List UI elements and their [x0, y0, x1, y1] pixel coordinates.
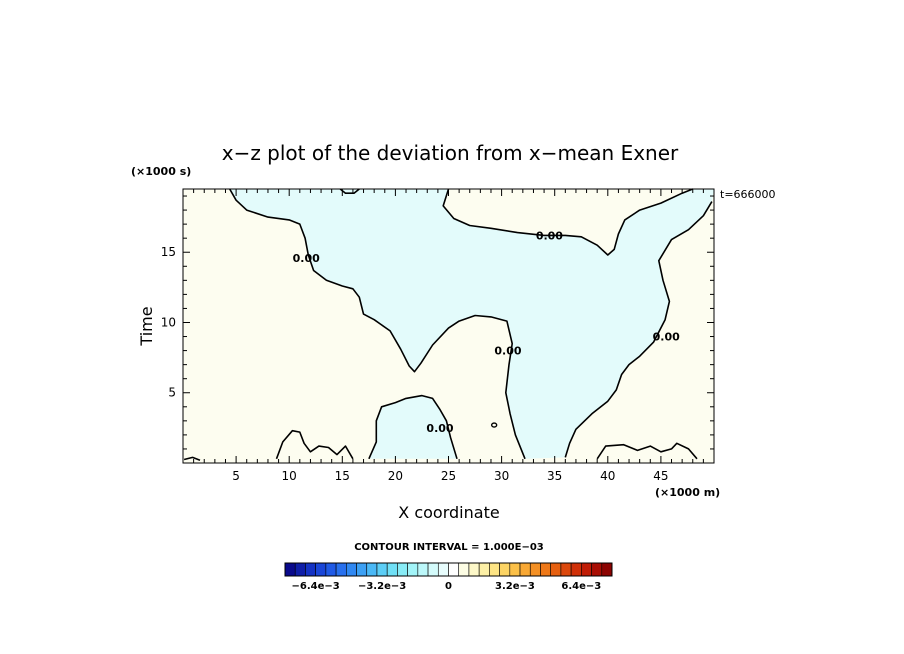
colorbar-swatch: [489, 562, 500, 577]
colorbar-tick-label: 3.2e−3: [495, 581, 535, 592]
zero-contour-line: [339, 188, 360, 194]
x-tick-label: 25: [441, 469, 456, 483]
x-axis-label: X coordinate: [398, 503, 499, 522]
zero-contour-line: [442, 188, 694, 256]
colorbar-swatch: [560, 562, 572, 577]
zero-contour-line: [564, 201, 713, 458]
colorbar-swatch: [540, 562, 551, 577]
plot-area: 0.00 0.00 0.00 0.00 0.00: [182, 188, 715, 464]
colorbar-swatch: [581, 562, 592, 577]
colorbar: [284, 562, 613, 577]
x-tick-label: 15: [335, 469, 350, 483]
colorbar-swatch: [499, 562, 511, 577]
colorbar-swatch: [478, 562, 490, 577]
colorbar-swatch: [346, 562, 357, 577]
zero-contour-line: [229, 188, 526, 460]
colorbar-tick-label: −6.4e−3: [292, 581, 340, 592]
contour-labels: 0.00 0.00 0.00 0.00 0.00: [293, 229, 681, 435]
contour-value-label: 0.00: [653, 331, 680, 344]
negative-region-bubble: [368, 395, 457, 459]
zero-contour-line: [275, 429, 354, 460]
colorbar-swatch: [294, 562, 306, 577]
colorbar-swatch: [407, 562, 419, 577]
colorbar-swatch: [376, 562, 388, 577]
colorbar-swatch: [427, 562, 439, 577]
x-tick-label: 40: [600, 469, 615, 483]
colorbar-swatch: [468, 562, 480, 577]
negative-region-main: [229, 189, 714, 459]
colorbar-swatch: [417, 562, 429, 577]
colorbar-swatch: [509, 562, 521, 577]
y-tick-label: 5: [168, 386, 176, 400]
colorbar-tick-labels: −6.4e−3 −3.2e−3 0 3.2e−3 6.4e−3: [292, 581, 602, 592]
contour-value-label: 0.00: [536, 229, 563, 242]
zero-contour-line: [183, 456, 201, 461]
contour-value-label: 0.00: [293, 252, 320, 265]
colorbar-tick-label: 0: [445, 581, 452, 592]
colorbar-swatch: [386, 562, 398, 577]
colorbar-swatch: [591, 562, 603, 577]
colorbar-swatch: [325, 562, 337, 577]
colorbar-swatch: [529, 562, 541, 577]
colorbar-swatch: [397, 562, 408, 577]
colorbar-tick-label: −3.2e−3: [358, 581, 406, 592]
contour-value-label: 0.00: [494, 345, 521, 358]
colorbar-swatch: [570, 562, 582, 577]
colorbar-swatch: [366, 562, 378, 577]
colorbar-swatch: [458, 562, 470, 577]
x-tick-label: 10: [282, 469, 297, 483]
colorbar-swatch: [305, 562, 316, 577]
colorbar-swatch: [356, 562, 368, 577]
colorbar-swatch: [335, 562, 347, 577]
zero-contours: [183, 188, 713, 461]
x-tick-label: 35: [547, 469, 562, 483]
x-tick-label: 30: [494, 469, 509, 483]
contour-value-label: 0.00: [426, 422, 453, 435]
zero-contour-line: [368, 394, 458, 460]
y-unit-label: (×1000 s): [131, 165, 191, 178]
colorbar-swatch: [550, 562, 562, 577]
colorbar-swatch: [448, 562, 460, 577]
colorbar-swatch: [519, 562, 531, 577]
x-tick-label: 5: [232, 469, 240, 483]
zero-contour-line: [596, 442, 698, 460]
colorbar-swatch: [601, 562, 613, 577]
x-tick-labels: 5 10 15 20 25 30 35 40 45: [232, 469, 668, 483]
colorbar-swatch: [437, 562, 449, 577]
time-stamp: t=666000: [720, 188, 776, 201]
colorbar-tick-label: 6.4e−3: [561, 581, 601, 592]
axis-ticks: [183, 189, 714, 463]
zero-contour-line: [490, 422, 498, 428]
chart-title: x−z plot of the deviation from x−mean Ex…: [222, 141, 679, 165]
y-tick-label: 10: [161, 315, 176, 329]
y-tick-labels: 5 10 15: [161, 245, 176, 400]
y-axis-label: Time: [137, 306, 156, 346]
x-tick-label: 20: [388, 469, 403, 483]
contour-interval-label: CONTOUR INTERVAL = 1.000E−03: [354, 542, 544, 553]
x-unit-label: (×1000 m): [655, 486, 720, 499]
colorbar-swatch: [315, 562, 327, 577]
x-tick-label: 45: [653, 469, 668, 483]
y-tick-label: 15: [161, 245, 176, 259]
colorbar-frame: [284, 562, 613, 577]
colorbar-swatch: [284, 562, 296, 577]
